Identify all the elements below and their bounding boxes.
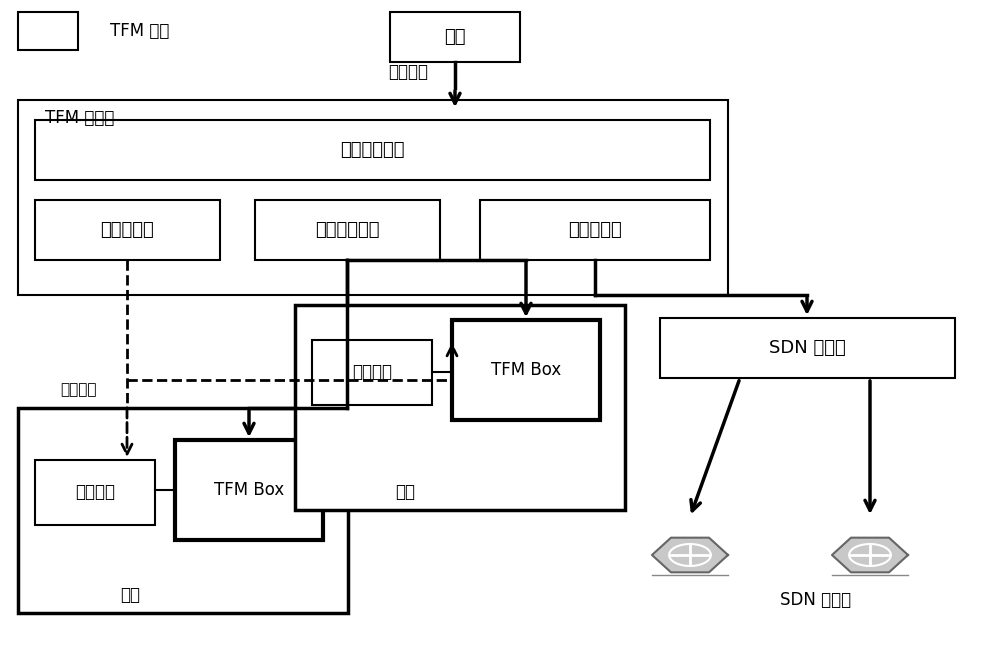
Bar: [295, 305, 625, 510]
Text: 网络管理器: 网络管理器: [568, 221, 622, 239]
Text: TFM Box: TFM Box: [214, 481, 284, 499]
Text: 流迁移管理器: 流迁移管理器: [315, 221, 379, 239]
Bar: [35, 120, 710, 180]
Bar: [35, 200, 220, 260]
Bar: [312, 340, 432, 405]
Text: 网络功能: 网络功能: [352, 363, 392, 381]
Text: TFM 组件: TFM 组件: [110, 22, 169, 40]
Text: TFM 控制器: TFM 控制器: [45, 109, 114, 127]
Text: TFM Box: TFM Box: [491, 361, 561, 379]
Bar: [255, 200, 440, 260]
Bar: [18, 12, 78, 50]
Polygon shape: [832, 538, 908, 572]
Bar: [35, 460, 155, 525]
Bar: [660, 318, 955, 378]
Text: 主机: 主机: [120, 586, 140, 604]
Text: 流迁移调度器: 流迁移调度器: [340, 141, 404, 159]
Bar: [18, 100, 728, 295]
Text: SDN 交换机: SDN 交换机: [780, 591, 851, 609]
Text: 北向接口: 北向接口: [388, 63, 428, 81]
Text: 应用: 应用: [444, 28, 466, 46]
Bar: [480, 200, 710, 260]
Bar: [390, 12, 520, 62]
Text: 状态管理器: 状态管理器: [100, 221, 154, 239]
Text: 网络功能: 网络功能: [75, 483, 115, 501]
Text: SDN 控制器: SDN 控制器: [769, 339, 845, 357]
Text: 南向接口: 南向接口: [60, 382, 96, 397]
Text: 主机: 主机: [395, 483, 415, 501]
Bar: [452, 320, 600, 420]
Polygon shape: [652, 538, 728, 572]
Bar: [18, 408, 348, 613]
Bar: [175, 440, 323, 540]
